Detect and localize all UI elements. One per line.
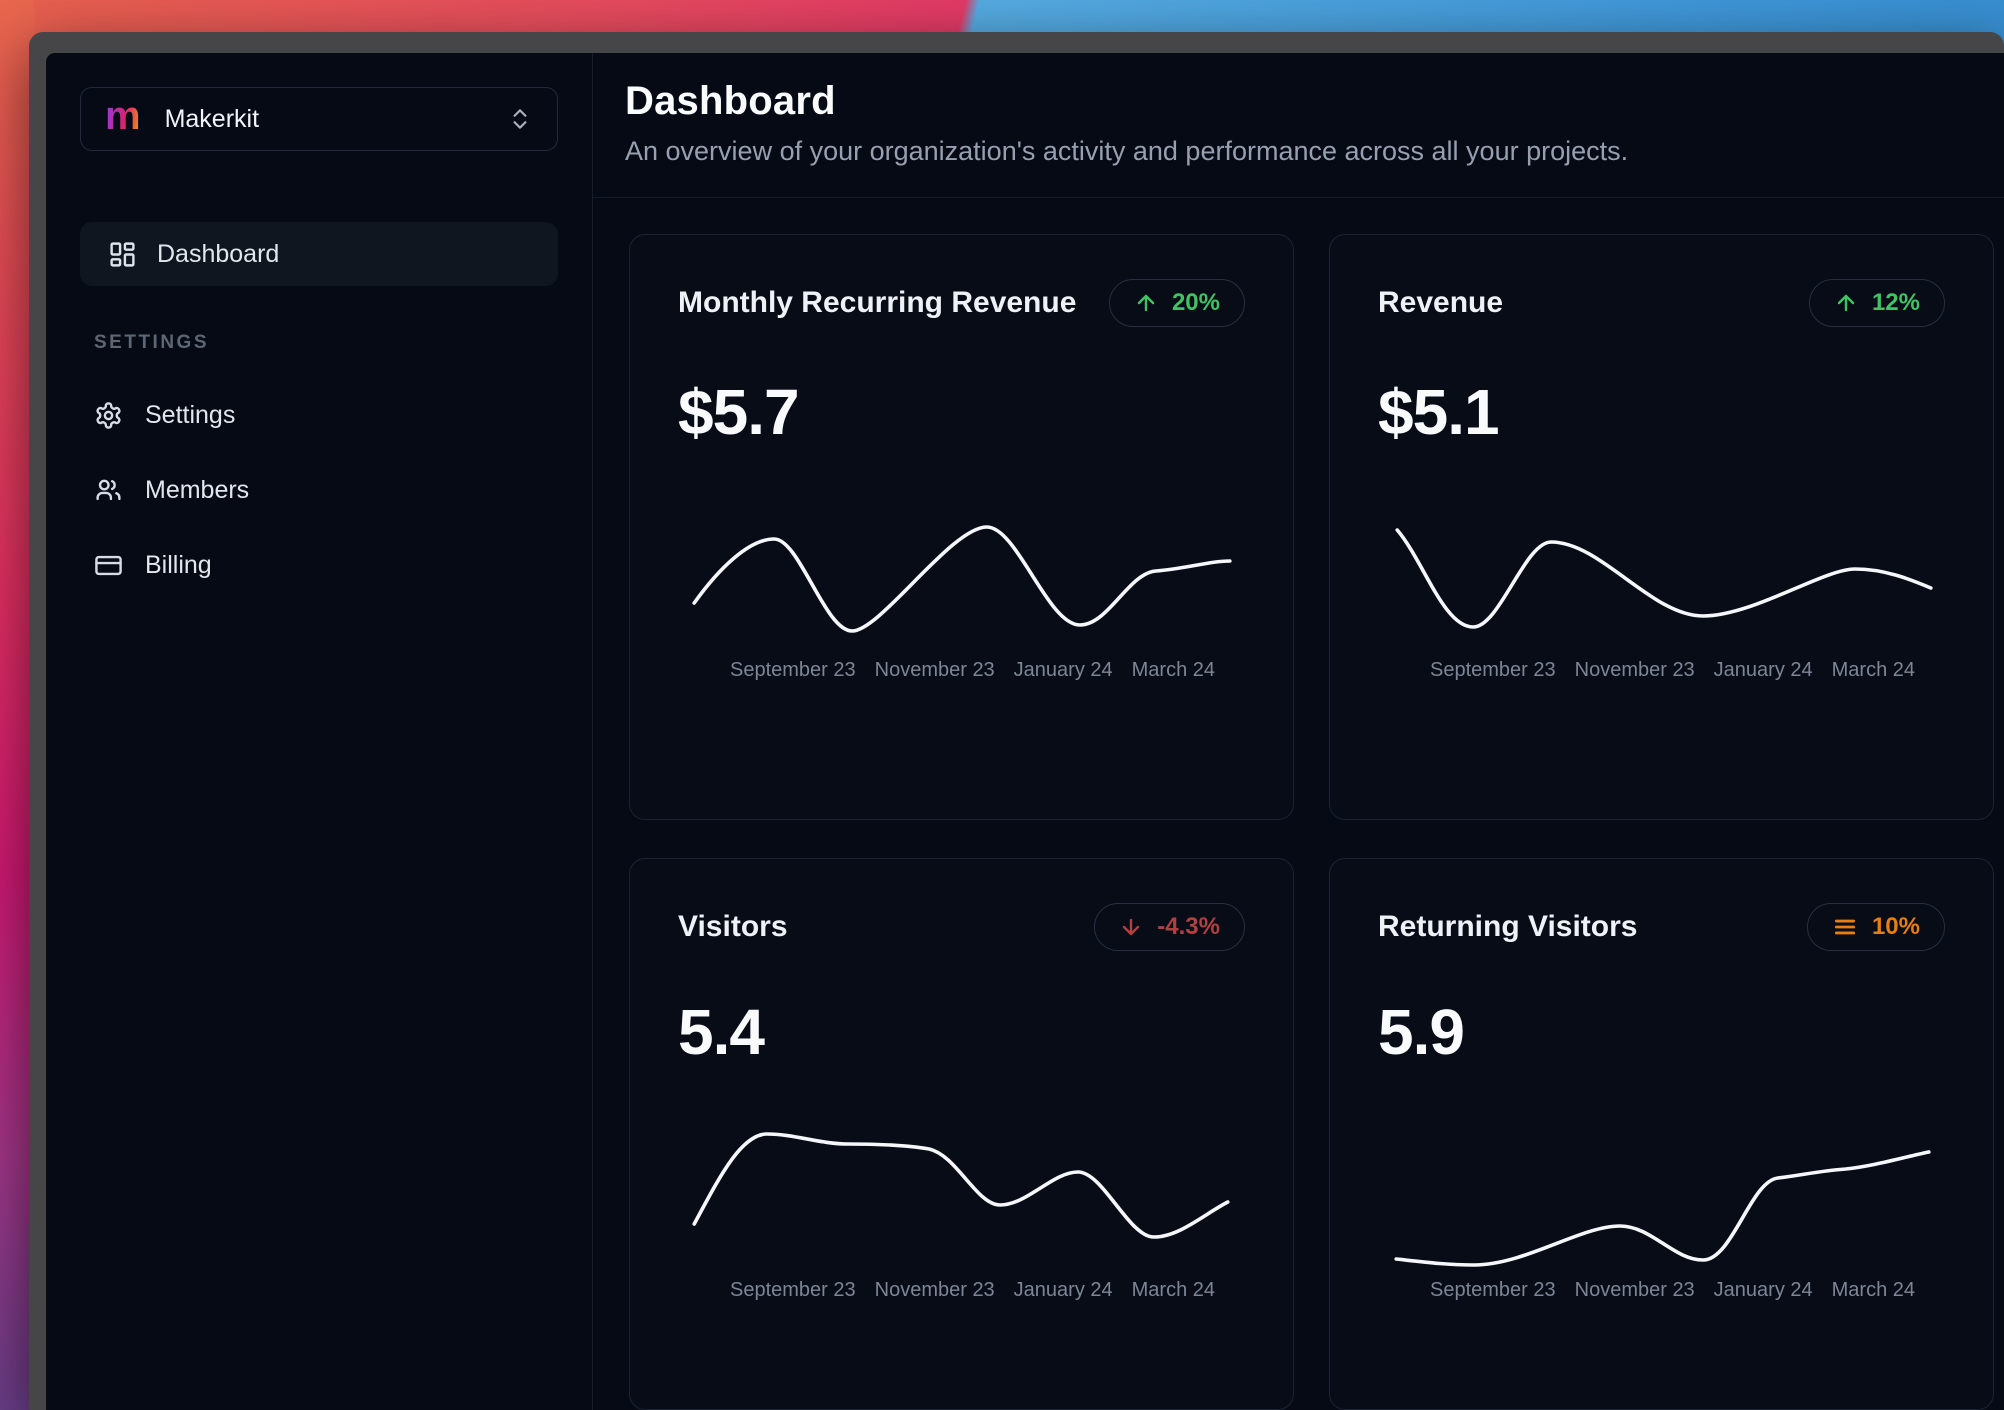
trend-neutral-bars-icon	[1832, 914, 1858, 940]
metric-cards-grid: Monthly Recurring Revenue 20% $5.7	[593, 198, 2004, 1410]
trend-value: 12%	[1871, 289, 1920, 316]
axis-label: January 24	[1713, 659, 1813, 681]
gear-icon	[94, 401, 123, 430]
sidebar-item-settings[interactable]: Settings	[80, 396, 558, 434]
chevrons-up-down-icon	[507, 106, 533, 132]
x-axis-labels: September 23 November 23 January 24 Marc…	[678, 1269, 1245, 1302]
axis-label: September 23	[1430, 1279, 1556, 1301]
axis-label: September 23	[1430, 659, 1556, 681]
sidebar-item-dashboard[interactable]: Dashboard	[80, 222, 558, 286]
trend-badge: 20%	[1108, 279, 1245, 327]
trend-value: 10%	[1871, 913, 1920, 940]
users-icon	[94, 476, 123, 505]
sidebar: m Makerkit Dashboard SETTINGS	[46, 53, 593, 1410]
sparkline-path	[1395, 528, 1933, 629]
trend-value: -4.3%	[1157, 913, 1220, 940]
metric-value: 5.9	[1378, 996, 1465, 1068]
sparkline-chart	[1395, 528, 1933, 629]
x-axis-labels: September 23 November 23 January 24 Marc…	[1378, 1269, 1945, 1302]
sidebar-item-members[interactable]: Members	[80, 471, 558, 509]
page-title: Dashboard	[625, 79, 836, 123]
sidebar-item-label: Settings	[145, 400, 236, 429]
layout-dashboard-icon	[108, 240, 137, 269]
sidebar-item-label: Members	[145, 475, 250, 504]
axis-label: November 23	[874, 659, 995, 681]
sparkline-path	[692, 525, 1232, 633]
metric-value: 5.4	[678, 996, 765, 1068]
settings-nav: Settings Members Billing	[80, 396, 558, 584]
sidebar-item-label: Dashboard	[157, 239, 280, 268]
primary-nav: Dashboard	[80, 222, 558, 286]
axis-label: March 24	[1131, 659, 1215, 681]
axis-label: March 24	[1831, 1279, 1915, 1301]
trend-badge: 12%	[1808, 279, 1945, 327]
card-revenue: Revenue 12% $5.1 September 23	[1329, 234, 1994, 820]
wallpaper-left-strip	[0, 0, 34, 1410]
app-window: m Makerkit Dashboard SETTINGS	[29, 32, 2004, 1410]
axis-label: November 23	[1574, 659, 1695, 681]
axis-label: November 23	[1574, 1279, 1695, 1301]
card-title: Monthly Recurring Revenue	[678, 286, 1077, 319]
card-returning-visitors: Returning Visitors 10% 5.9 Septemb	[1329, 858, 1994, 1410]
x-axis-labels: September 23 November 23 January 24 Marc…	[678, 649, 1245, 682]
axis-label: September 23	[730, 659, 856, 681]
axis-label: January 24	[1013, 659, 1113, 681]
metric-value: $5.7	[678, 376, 800, 448]
arrow-up-icon	[1134, 291, 1158, 315]
sparkline-chart	[692, 1132, 1230, 1239]
axis-label: September 23	[730, 1279, 856, 1301]
workspace-name: Makerkit	[164, 104, 260, 133]
axis-label: January 24	[1013, 1279, 1113, 1301]
metric-value: $5.1	[1378, 376, 1500, 448]
trend-badge: -4.3%	[1094, 903, 1245, 951]
axis-label: March 24	[1131, 1279, 1215, 1301]
card-visitors: Visitors -4.3% 5.4 September 23	[629, 858, 1294, 1410]
sidebar-item-label: Billing	[145, 550, 212, 579]
card-monthly-recurring-revenue: Monthly Recurring Revenue 20% $5.7	[629, 234, 1294, 820]
card-title: Revenue	[1378, 286, 1504, 319]
sparkline-chart	[1394, 1150, 1931, 1267]
axis-label: November 23	[874, 1279, 995, 1301]
x-axis-labels: September 23 November 23 January 24 Marc…	[1378, 649, 1945, 682]
trend-badge: 10%	[1806, 903, 1945, 951]
sparkline-chart	[692, 525, 1232, 633]
arrow-up-icon	[1834, 291, 1858, 315]
sparkline-path	[692, 1132, 1230, 1239]
main-content: Dashboard An overview of your organizati…	[593, 53, 2004, 1410]
card-title: Returning Visitors	[1378, 910, 1638, 943]
settings-section-label: SETTINGS	[94, 332, 210, 353]
credit-card-icon	[94, 551, 123, 580]
axis-label: January 24	[1713, 1279, 1813, 1301]
page-header: Dashboard An overview of your organizati…	[593, 53, 2004, 198]
trend-value: 20%	[1171, 289, 1220, 316]
card-title: Visitors	[678, 910, 788, 943]
page-subtitle: An overview of your organization's activ…	[625, 136, 1629, 166]
sidebar-item-billing[interactable]: Billing	[80, 546, 558, 584]
makerkit-logo-icon: m	[105, 94, 141, 138]
axis-label: March 24	[1831, 659, 1915, 681]
app-root: m Makerkit Dashboard SETTINGS	[46, 53, 2004, 1410]
sparkline-path	[1394, 1150, 1931, 1267]
arrow-down-icon	[1119, 915, 1143, 939]
workspace-selector[interactable]: m Makerkit	[80, 87, 558, 151]
